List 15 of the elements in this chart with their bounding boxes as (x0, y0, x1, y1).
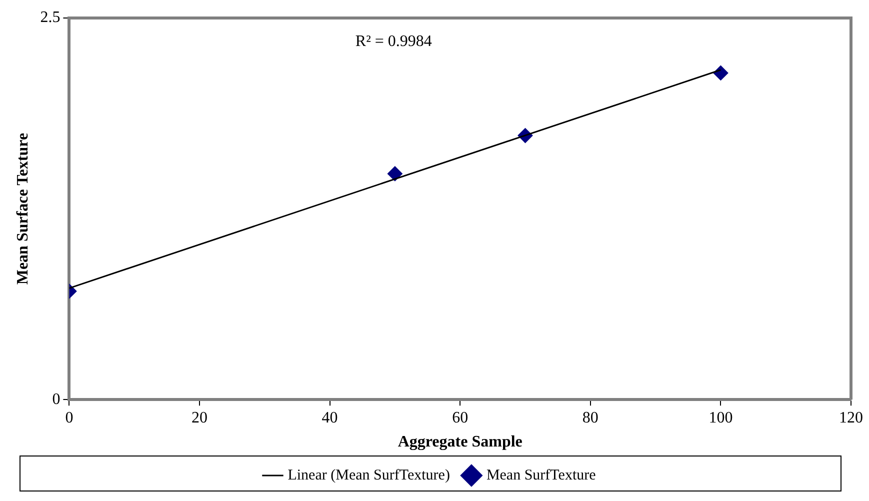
x-tick-label: 0 (65, 409, 74, 426)
y-tick-label: 2.5 (40, 9, 60, 26)
x-tick-label: 60 (452, 409, 468, 426)
legend-label: Mean SurfTexture (486, 467, 596, 484)
x-tick-label: 100 (708, 409, 733, 426)
point (387, 166, 402, 182)
annotation: R² = 0.9984 (355, 33, 432, 50)
y-axis-title: Mean Surface Texture (14, 132, 32, 285)
x-tick-label: 20 (192, 409, 208, 426)
x-tick-label: 40 (322, 409, 338, 426)
legend-label: Linear (Mean SurfTexture) (288, 467, 450, 484)
x-axis-title: Aggregate Sample (398, 434, 522, 451)
x-tick-label: 80 (582, 409, 598, 426)
x-tick-label: 120 (839, 409, 863, 426)
point (713, 65, 728, 80)
